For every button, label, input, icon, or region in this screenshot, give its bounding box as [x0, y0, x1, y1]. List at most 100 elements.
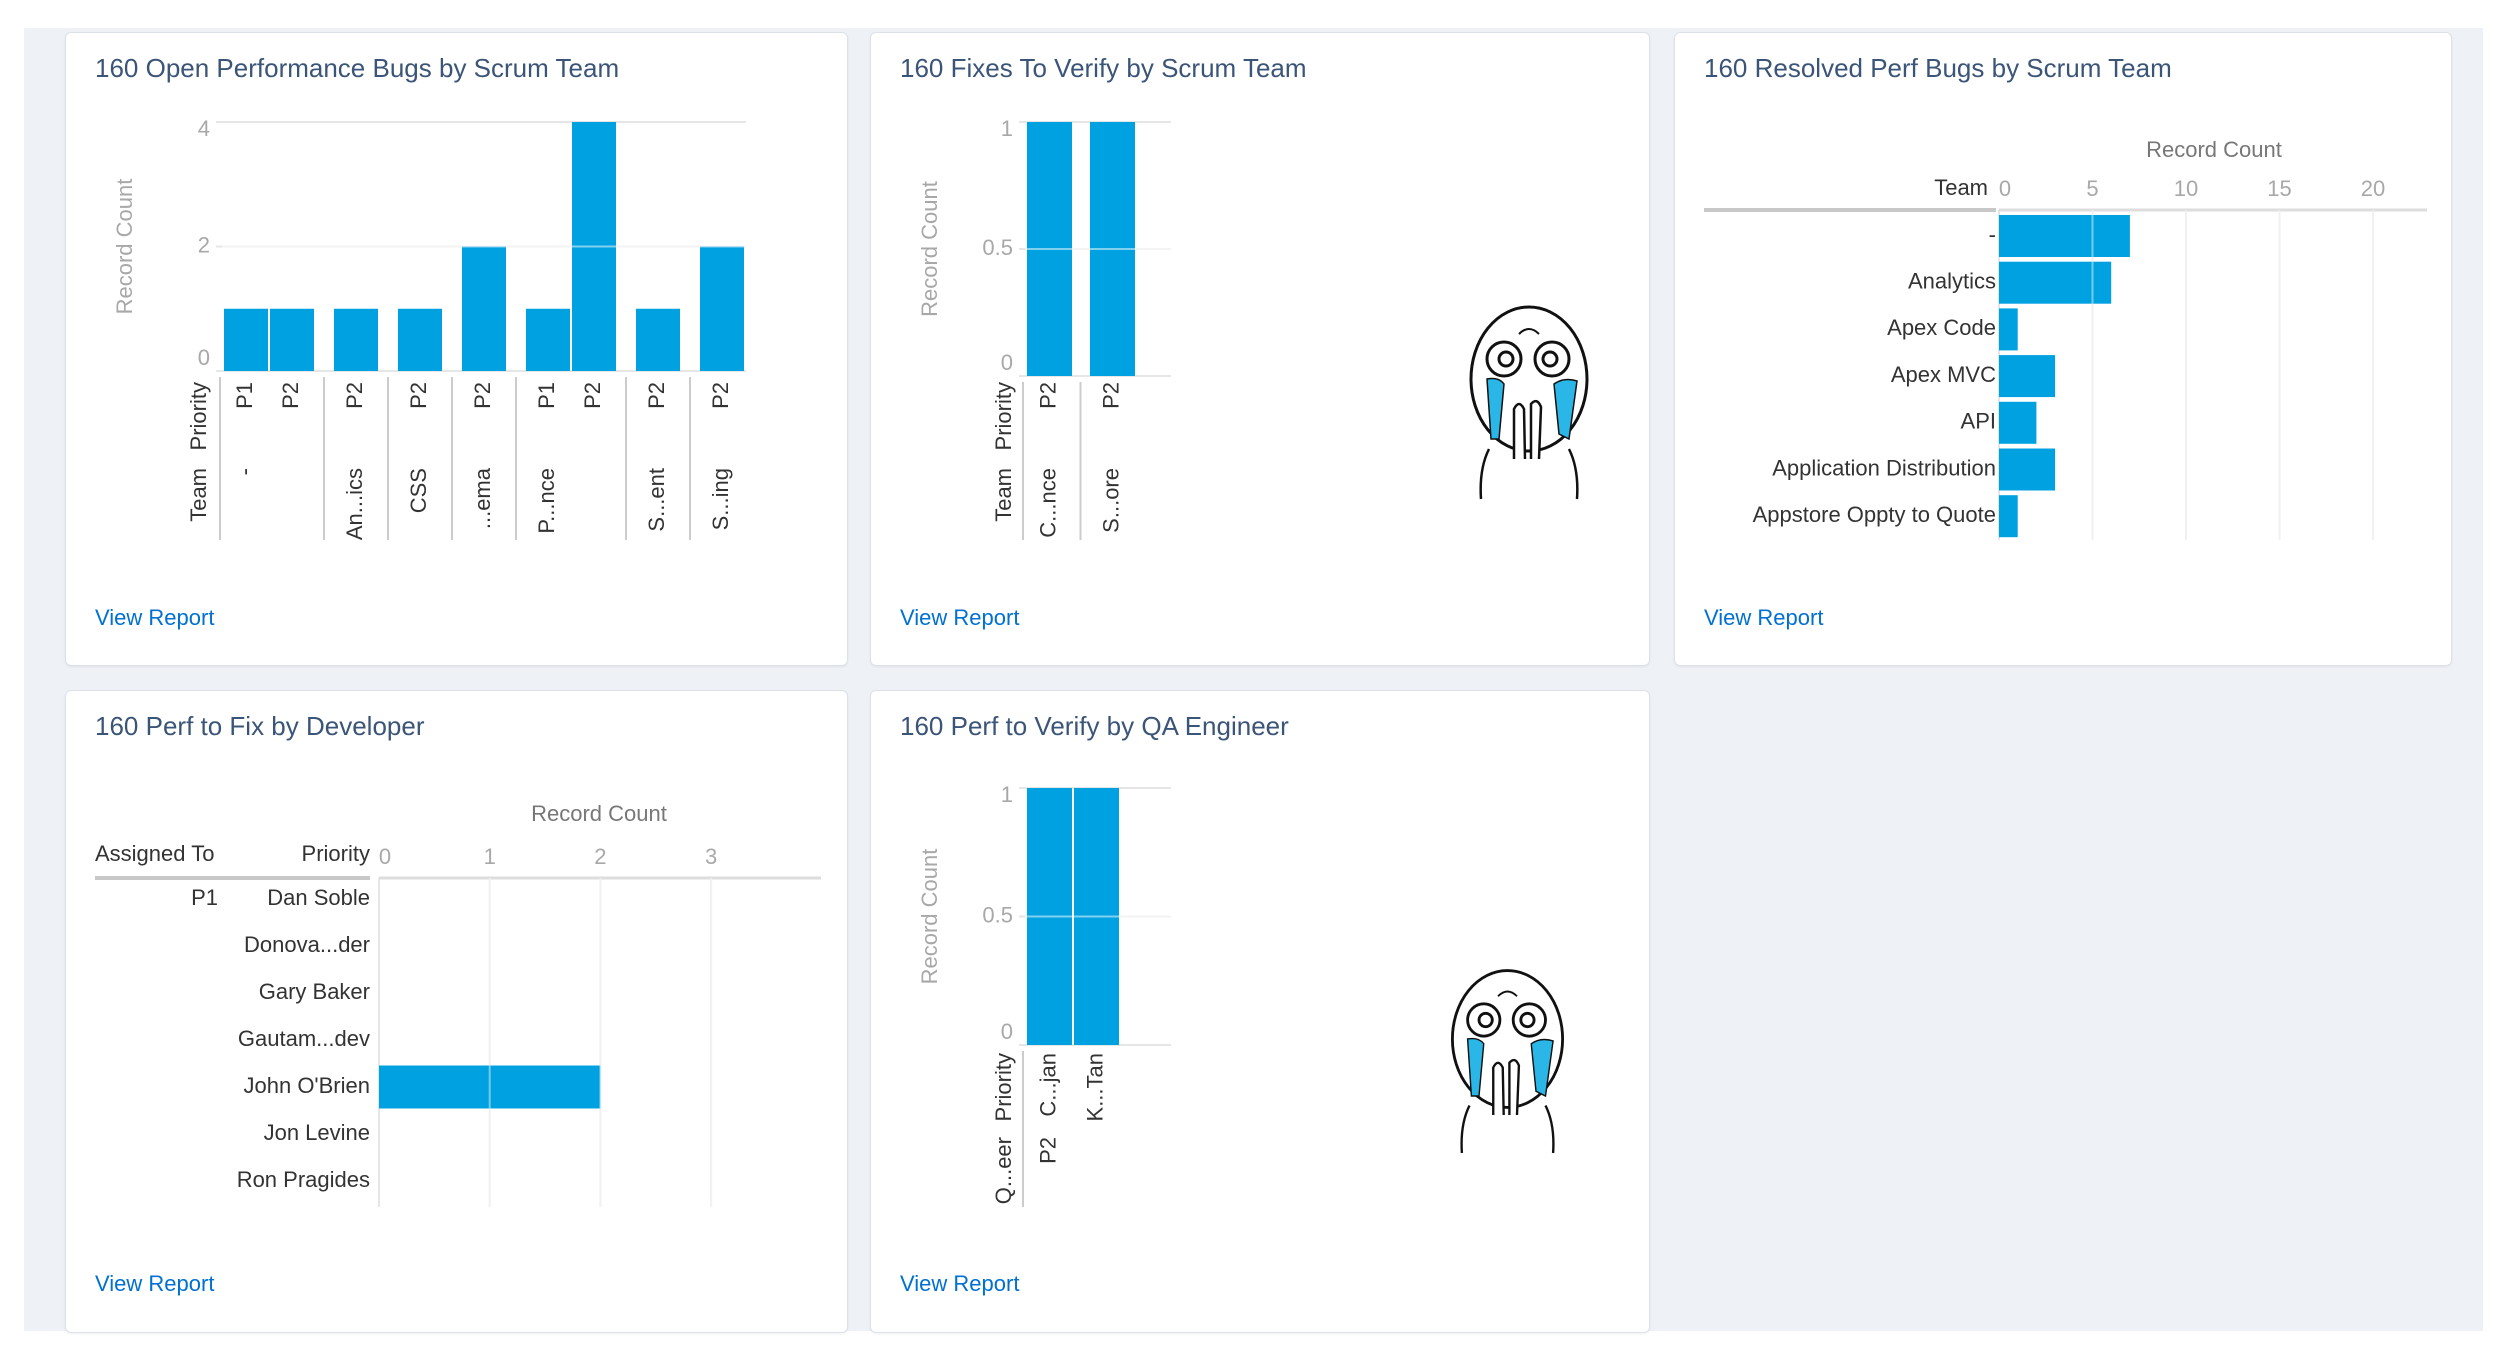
bar [224, 308, 268, 371]
bar [1999, 308, 2018, 351]
y-tick-label: 0 [1001, 350, 1013, 375]
perf-to-fix-card: Record Count 0 1 2 3 Dan Soble Donova...der Gar… [65, 690, 848, 1333]
y-tick-label: 1 [1001, 116, 1013, 141]
axis-label: Priority [991, 382, 1016, 450]
bar-label: P2 [644, 382, 669, 409]
group-label: - [232, 468, 257, 475]
view-report-link[interactable]: View Report [95, 605, 215, 630]
bar [379, 1065, 601, 1109]
group-label: S...ore [1098, 468, 1123, 533]
category-label: John O'Brien [244, 1073, 371, 1098]
axis-label: Priority [186, 382, 211, 450]
group-label: S...ent [644, 468, 669, 532]
y-axis-title: Record Count [112, 179, 137, 315]
resolved-bugs-chart: Record Count 0 5 10 15 20 - Analytics Apex Code A… [1704, 137, 2427, 540]
y-tick-label: 0.5 [982, 235, 1013, 260]
x-tick-label: 3 [705, 844, 717, 869]
view-report-link[interactable]: View Report [900, 605, 1020, 630]
x-tick-label: 5 [2086, 176, 2098, 201]
y-axis-title: Record Count [917, 181, 942, 317]
bar-label: P1 [232, 382, 257, 409]
y-tick-label: 0 [198, 345, 210, 370]
category-label: Ron Pragides [237, 1167, 370, 1192]
perf-to-verify-chart: 0 0.5 1 Record Count Priority Q...eer C...jan K… [917, 782, 1565, 1207]
view-report-link[interactable]: View Report [1704, 605, 1824, 630]
bar [462, 246, 506, 371]
bar [1999, 261, 2112, 304]
column-header: Priority [302, 841, 370, 866]
column-header: Assigned To [95, 841, 214, 866]
bar-label: P2 [470, 382, 495, 409]
dashboard: 0 2 4 Record Count Priority Team P1 P2 - P2 An...i… [24, 28, 2483, 1333]
y-axis-title: Record Count [917, 849, 942, 985]
x-tick-label: 0 [379, 844, 391, 869]
bar [270, 308, 314, 371]
category-label: Dan Soble [267, 885, 370, 910]
card-title: 160 Perf to Fix by Developer [95, 711, 425, 741]
bar-label: P1 [534, 382, 559, 409]
x-tick-label: 0 [1999, 176, 2011, 201]
category-label: Analytics [1908, 269, 1996, 294]
bar-label: K...Tan [1082, 1053, 1107, 1121]
group-label: P2 [1035, 1137, 1060, 1164]
y-tick-label: 0 [1001, 1019, 1013, 1044]
x-tick-label: 20 [2361, 176, 2385, 201]
x-axis-title: Record Count [2146, 137, 2282, 162]
card-title: 160 Resolved Perf Bugs by Scrum Team [1704, 53, 2172, 83]
bar-label: P2 [406, 382, 431, 409]
axis-label: Team [991, 468, 1016, 522]
group-label: C...nce [1035, 468, 1060, 538]
y-tick-label: 0.5 [982, 902, 1013, 927]
group-label: P...nce [534, 468, 559, 534]
open-performance-bugs-card: 0 2 4 Record Count Priority Team P1 P2 - P2 An...i… [65, 32, 848, 666]
category-label: Apex Code [1887, 315, 1996, 340]
bar [1999, 495, 2018, 538]
y-tick-label: 2 [198, 232, 210, 257]
bar-label: P2 [1098, 382, 1123, 409]
x-tick-label: 1 [484, 844, 496, 869]
category-label: API [1961, 409, 1996, 434]
card-title: 160 Open Performance Bugs by Scrum Team [95, 53, 620, 83]
x-tick-label: 15 [2267, 176, 2291, 201]
bar [636, 308, 680, 371]
category-label: Jon Levine [264, 1120, 370, 1145]
bar-label: P2 [1035, 382, 1060, 409]
category-label: Donova...der [244, 932, 370, 957]
y-tick-label: 4 [198, 116, 210, 141]
card-title: 160 Fixes To Verify by Scrum Team [900, 53, 1307, 83]
category-label: Apex MVC [1891, 362, 1996, 387]
bar [1999, 401, 2037, 444]
bar [1999, 215, 2130, 257]
view-report-link[interactable]: View Report [900, 1271, 1020, 1296]
open-bugs-chart: 0 2 4 Record Count Priority Team P1 P2 - P2 An...i… [112, 116, 746, 540]
bar-label: P2 [708, 382, 733, 409]
bar [334, 308, 378, 371]
bar-label: P2 [580, 382, 605, 409]
group-label: CSS [406, 468, 431, 513]
fixes-to-verify-chart: 0 0.5 1 Record Count Priority Team P2 C...nce P2… [917, 116, 1589, 540]
crying-face-icon [1469, 305, 1589, 500]
group-label: S...ing [708, 468, 733, 530]
view-report-link[interactable]: View Report [95, 1271, 215, 1296]
bar [1999, 448, 2056, 491]
category-label: Gary Baker [259, 979, 370, 1004]
x-tick-label: 10 [2174, 176, 2198, 201]
perf-to-verify-card: 0 0.5 1 Record Count Priority Q...eer C...jan K… [870, 690, 1650, 1333]
perf-to-fix-chart: Record Count 0 1 2 3 Dan Soble Donova...der Gar… [95, 801, 821, 1207]
group-label: ...ema [470, 467, 495, 529]
axis-label: Priority [991, 1053, 1016, 1121]
card-title: 160 Perf to Verify by QA Engineer [900, 711, 1289, 741]
bar-label: P2 [342, 382, 367, 409]
category-label: - [1989, 222, 1996, 247]
category-label: Gautam...dev [238, 1026, 370, 1051]
x-tick-label: 2 [594, 844, 606, 869]
bar-label: P2 [278, 382, 303, 409]
category-label: Appstore Oppty to Quote [1753, 502, 1996, 527]
y-tick-label: 1 [1001, 782, 1013, 807]
axis-label: Q...eer [991, 1137, 1016, 1204]
resolved-perf-bugs-card: Record Count 0 5 10 15 20 - Analytics Apex Code A… [1674, 32, 2452, 666]
group-label: An...ics [342, 468, 367, 540]
category-label: Application Distribution [1772, 455, 1996, 480]
fixes-to-verify-card: 0 0.5 1 Record Count Priority Team P2 C...nce P2… [870, 32, 1650, 666]
category-header: Team [1934, 175, 1988, 200]
